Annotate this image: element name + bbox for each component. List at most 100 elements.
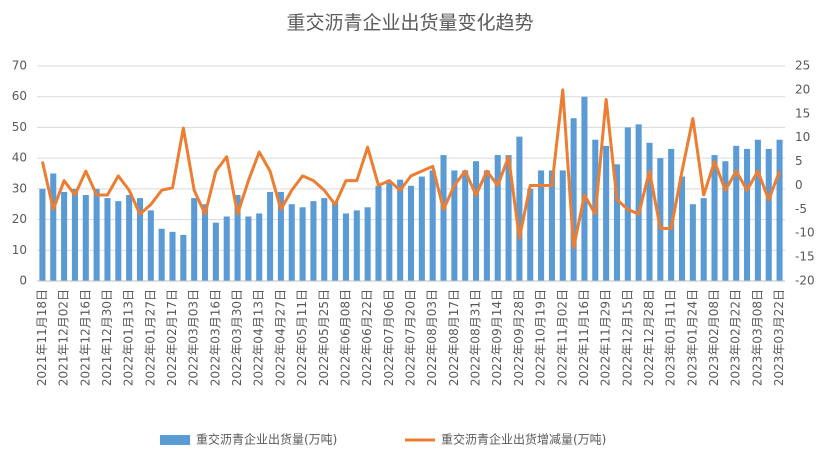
bar (776, 139, 783, 281)
x-tick-label: 2023年01月11日 (664, 289, 678, 386)
x-tick-label: 2022年03月03日 (187, 289, 201, 386)
y2-tick-label: 15 (795, 106, 810, 120)
x-tick-label: 2022年01月27日 (143, 289, 157, 386)
bar (711, 155, 718, 281)
bar (353, 210, 360, 281)
x-tick-label: 2023年03月22日 (772, 289, 786, 386)
x-tick-label: 2022年08月03日 (425, 289, 439, 386)
bar (158, 228, 165, 281)
chart-title: 重交沥青企业出货量变化趋势 (286, 12, 533, 34)
bar (646, 142, 653, 281)
x-tick-label: 2022年08月17日 (447, 289, 461, 386)
y2-tick-label: -20 (795, 274, 815, 288)
x-tick-label: 2023年02月08日 (707, 289, 721, 386)
bar (765, 148, 772, 281)
bar (473, 161, 480, 281)
bar (581, 96, 588, 281)
bar (722, 161, 729, 281)
bar (201, 204, 209, 281)
bar (147, 210, 154, 281)
x-tick-label: 2022年10月19日 (534, 289, 548, 386)
bar (624, 127, 631, 281)
bar (71, 188, 78, 281)
bar (180, 234, 187, 281)
bar (538, 170, 545, 281)
bar (267, 191, 274, 281)
bar (407, 185, 415, 281)
bar (462, 170, 469, 281)
x-tick-label: 2022年08月31日 (469, 289, 483, 386)
bar (559, 170, 566, 281)
bar (212, 222, 219, 281)
bar (613, 164, 621, 281)
bar (418, 176, 425, 281)
x-tick-label: 2022年06月08日 (338, 289, 352, 386)
bar (223, 216, 230, 281)
x-tick-label: 2022年12月28日 (642, 289, 656, 386)
y2-tick-label: 20 (795, 82, 810, 96)
legend-label: 重交沥青企业出货增减量(万吨) (441, 432, 606, 447)
bar (93, 188, 100, 281)
bar (700, 198, 707, 281)
line (40, 88, 781, 250)
bar (635, 124, 642, 281)
bar (678, 176, 686, 281)
bar (191, 198, 198, 281)
bar (39, 188, 46, 281)
bar (61, 191, 68, 281)
x-tick-label: 2022年03月16日 (208, 289, 222, 386)
bar (440, 155, 447, 281)
x-tick-label: 2022年12月15日 (620, 289, 634, 386)
x-tick-label: 2022年04月13日 (252, 289, 266, 386)
y-tick-label: 60 (12, 89, 27, 103)
bar (169, 231, 176, 281)
bar (256, 213, 263, 281)
x-tick-label: 2022年04月27日 (273, 289, 287, 386)
bar (332, 201, 339, 281)
bar (689, 204, 696, 281)
y-tick-label: 70 (12, 59, 27, 73)
y-tick-label: 20 (12, 212, 27, 226)
bar (310, 201, 317, 281)
bar (429, 170, 436, 281)
x-tick-label: 2022年11月16日 (577, 289, 591, 386)
bar (754, 139, 761, 281)
x-tick-label: 2022年03月30日 (230, 289, 244, 386)
bar (288, 204, 295, 281)
x-tick-label: 2022年11月02日 (555, 289, 569, 386)
x-tick-label: 2021年12月30日 (100, 289, 114, 386)
bar (115, 201, 122, 281)
bar (82, 195, 89, 281)
legend-label: 重交沥青企业出货量(万吨) (196, 432, 337, 447)
bar (386, 182, 393, 281)
y2-tick-label: -15 (795, 250, 815, 264)
bar (494, 155, 501, 281)
x-tick-label: 2022年07月06日 (382, 289, 396, 386)
y2-tick-label: 5 (795, 154, 803, 168)
x-tick-label: 2021年12月16日 (78, 289, 92, 386)
y-tick-label: 30 (12, 181, 27, 195)
y2-tick-label: -10 (795, 226, 815, 240)
x-tick-label: 2022年07月20日 (404, 289, 418, 386)
x-tick-label: 2022年05月11日 (295, 289, 309, 386)
bar (744, 148, 751, 281)
x-tick-label: 2022年06月22日 (360, 289, 374, 386)
x-tick-label: 2022年09月14日 (490, 289, 504, 386)
x-tick-label: 2023年03月08日 (750, 289, 764, 386)
y2-tick-label: 10 (795, 130, 810, 144)
y-tick-label: 0 (19, 274, 27, 288)
bar (234, 195, 241, 281)
bar (733, 145, 740, 281)
x-tick-label: 2022年05月25日 (317, 289, 331, 386)
y2-tick-label: 0 (795, 178, 803, 192)
bar (126, 195, 133, 281)
bar (321, 198, 328, 281)
y2-tick-label: 25 (795, 59, 810, 73)
x-tick-label: 2022年11月29日 (599, 289, 613, 386)
bar (516, 136, 523, 281)
bar (375, 185, 382, 281)
x-tick-label: 2021年12月02日 (57, 289, 71, 386)
y-tick-label: 50 (12, 120, 27, 134)
bar (299, 207, 306, 281)
